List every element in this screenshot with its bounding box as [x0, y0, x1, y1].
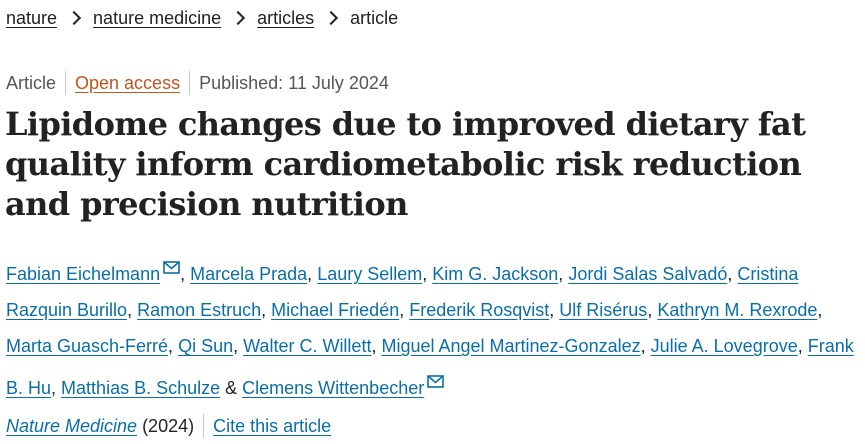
chevron-right-icon [324, 10, 339, 26]
author-separator: , [549, 300, 560, 320]
author-link[interactable]: Clemens Wittenbecher [242, 378, 425, 398]
author-link[interactable]: Cristina Razquin Burillo [6, 264, 799, 320]
journal-year: (2024) [142, 416, 195, 436]
author-separator: , [399, 300, 410, 320]
author-separator: , [797, 336, 808, 356]
author-link[interactable]: Kim G. Jackson [432, 264, 559, 284]
author-link[interactable]: Marta Guasch-Ferré [6, 336, 169, 356]
published-date: Published: 11 July 2024 [199, 73, 389, 93]
author-link[interactable]: Qi Sun [178, 336, 234, 356]
author-list: Fabian Eichelmann, Marcela Prada, Laury … [6, 250, 862, 406]
article-type: Article [6, 73, 57, 93]
author-separator: , [371, 336, 382, 356]
author-link[interactable]: Ulf Risérus [559, 300, 648, 320]
author-separator: , [817, 300, 823, 320]
author-link[interactable]: Jordi Salas Salvadó [568, 264, 728, 284]
author-link[interactable]: Kathryn M. Rexrode [657, 300, 818, 320]
mail-icon[interactable] [427, 364, 445, 400]
breadcrumb-articles[interactable]: articles [257, 8, 315, 28]
journal-name-link[interactable]: Nature Medicine [6, 416, 138, 436]
breadcrumb-current: article [350, 8, 399, 28]
author-link[interactable]: Julie A. Lovegrove [650, 336, 798, 356]
chevron-right-icon [231, 10, 246, 26]
breadcrumb-nature-medicine[interactable]: nature medicine [93, 8, 222, 28]
author-separator: , [558, 264, 569, 284]
open-access-link[interactable]: Open access [75, 73, 181, 93]
breadcrumb-nature[interactable]: nature [6, 8, 58, 28]
author-link[interactable]: Frederik Rosqvist [409, 300, 550, 320]
author-link[interactable]: Fabian Eichelmann [6, 264, 161, 284]
author-link[interactable]: Frank B. Hu [6, 336, 854, 398]
cite-article-link[interactable]: Cite this article [213, 416, 332, 436]
author-separator: , [180, 264, 191, 284]
divider [65, 71, 67, 95]
author-separator: , [422, 264, 433, 284]
divider [203, 414, 205, 438]
author-separator: , [640, 336, 651, 356]
article-meta: Article Open access Published: 11 July 2… [6, 71, 389, 95]
author-link[interactable]: Michael Friedén [271, 300, 400, 320]
journal-info: Nature Medicine (2024) Cite this article [6, 414, 331, 438]
author-separator: , [647, 300, 658, 320]
author-link[interactable]: Ramon Estruch [137, 300, 262, 320]
author-separator: , [261, 300, 272, 320]
author-link[interactable]: Matthias B. Schulze [61, 378, 221, 398]
author-separator: , [51, 378, 62, 398]
divider [189, 71, 191, 95]
author-link[interactable]: Walter C. Willett [243, 336, 372, 356]
author-link[interactable]: Marcela Prada [190, 264, 308, 284]
author-link[interactable]: Miguel Angel Martinez-Gonzalez [381, 336, 641, 356]
author-separator: , [127, 300, 138, 320]
mail-icon[interactable] [163, 250, 180, 286]
author-separator: , [168, 336, 179, 356]
article-title: Lipidome changes due to improved dietary… [5, 105, 806, 223]
breadcrumb: nature nature medicine articles article [6, 6, 398, 30]
author-separator: , [307, 264, 318, 284]
author-separator: , [233, 336, 244, 356]
author-link[interactable]: Laury Sellem [317, 264, 423, 284]
author-separator: , [727, 264, 738, 284]
chevron-right-icon [66, 10, 82, 26]
author-separator: & [220, 378, 243, 398]
